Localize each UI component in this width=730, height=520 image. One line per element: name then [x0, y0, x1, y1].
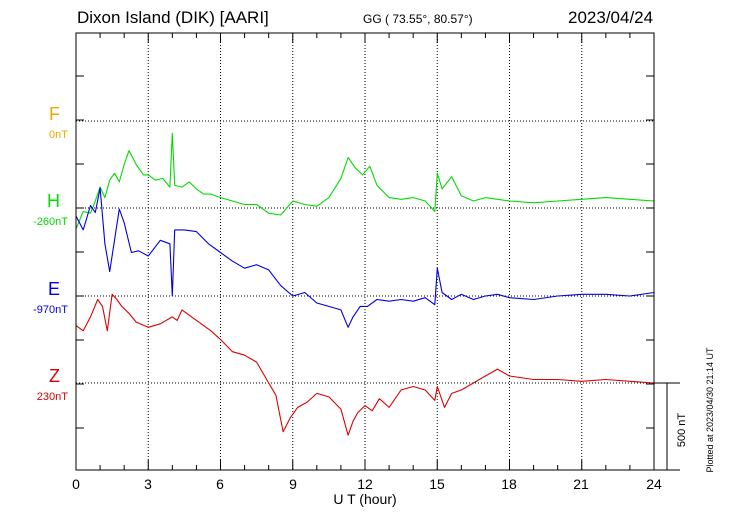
channel-h-label: H [47, 191, 60, 211]
x-tick-label: 6 [216, 476, 224, 492]
station-title: Dixon Island (DIK) [AARI] [77, 8, 269, 27]
x-tick-label: 24 [646, 476, 662, 492]
axis-ticks [75, 33, 655, 470]
x-tick-label: 21 [573, 476, 589, 492]
x-tick-label: 9 [289, 476, 297, 492]
channel-e-label: E [47, 279, 60, 299]
series-e-line [75, 187, 655, 328]
channel-z-offset: 230nT [36, 391, 68, 403]
plot-frame [75, 32, 655, 471]
plotted-timestamp-text: Plotted at 2023/04/30 21:14 UT [705, 347, 715, 473]
x-tick-label: 0 [72, 476, 80, 492]
date-label: 2023/04/24 [568, 8, 654, 27]
x-tick-label: 3 [144, 476, 152, 492]
x-tick-label: 15 [429, 476, 445, 492]
series-h-line [75, 132, 655, 230]
channel-z-label: Z [49, 366, 60, 386]
grid-lines [76, 33, 654, 470]
scale-bar-label: 500 nT [672, 405, 692, 455]
plotted-timestamp: Plotted at 2023/04/30 21:14 UT [700, 330, 720, 490]
channel-f-offset: 0nT [49, 129, 68, 141]
x-tick-label: 18 [501, 476, 517, 492]
series-z-line [75, 293, 655, 436]
x-tick-label: 12 [357, 476, 373, 492]
channel-f-label: F [49, 104, 60, 124]
channel-h-offset: -260nT [33, 216, 68, 228]
trace-lines [75, 132, 655, 436]
station-coordinates: GG ( 73.55°, 80.57°) [363, 12, 473, 26]
channel-e-offset: -970nT [33, 304, 68, 316]
x-axis-label: U T (hour) [333, 491, 397, 507]
scale-bar-text: 500 nT [676, 412, 688, 448]
scale-bar [654, 382, 680, 471]
